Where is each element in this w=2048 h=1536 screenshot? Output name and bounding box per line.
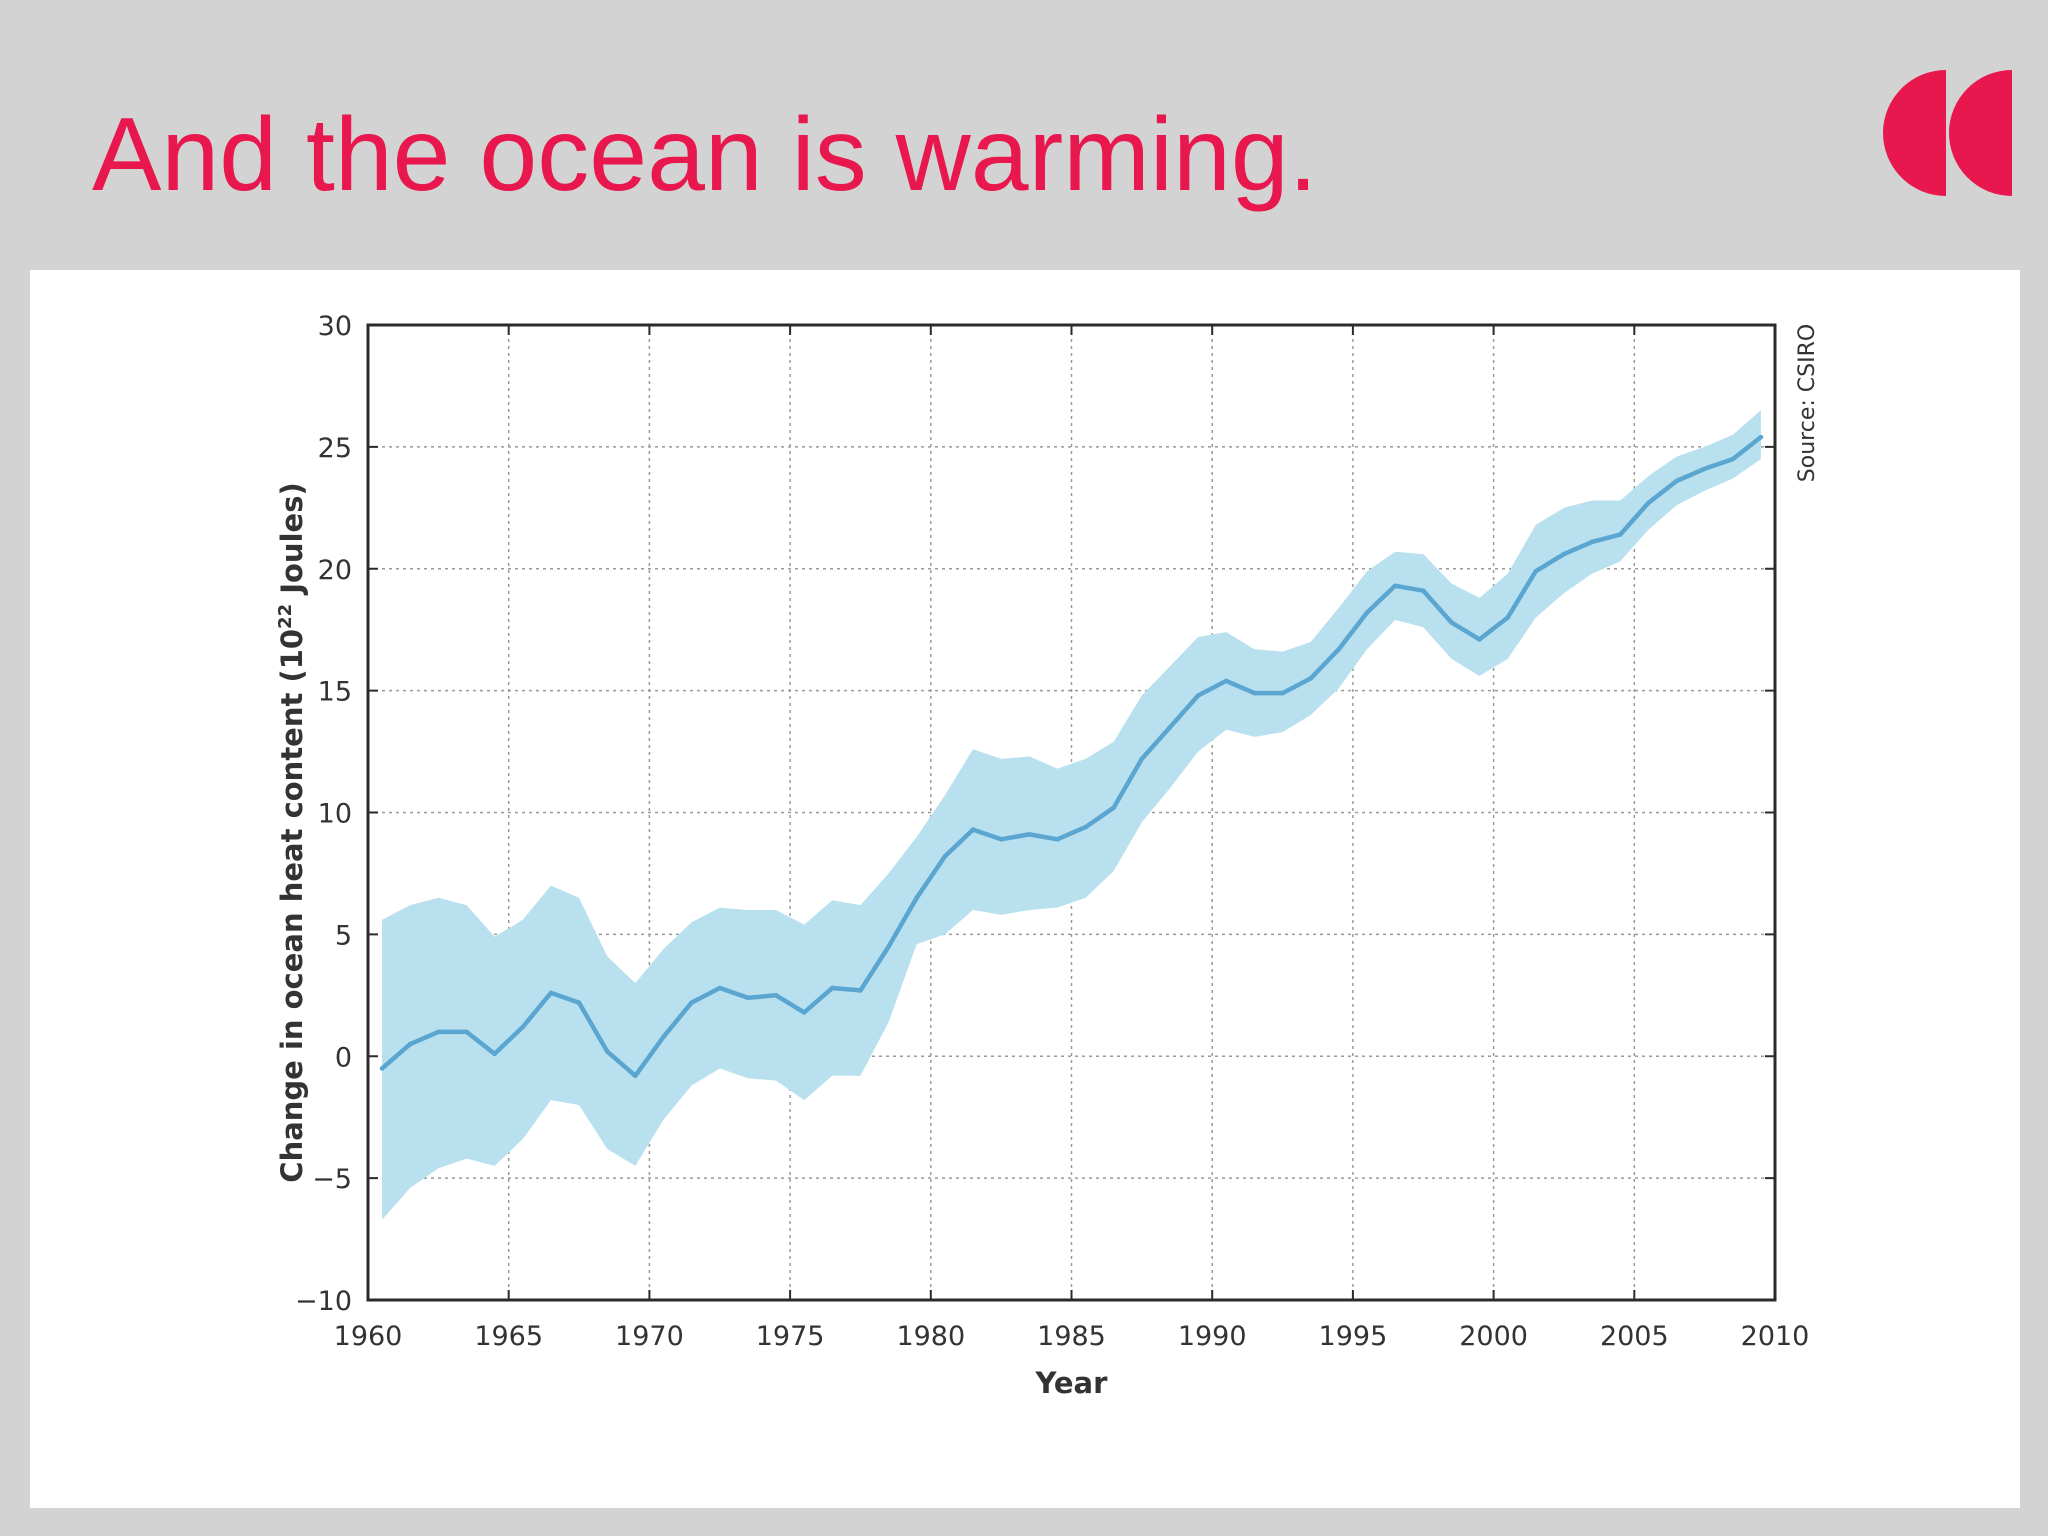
data-point — [801, 1010, 807, 1015]
data-point — [942, 854, 948, 859]
ocean-heat-chart: 1960 1965 1970 1975 1980 1985 1990 1995 2000 2005… — [275, 311, 1820, 1400]
data-point — [830, 985, 835, 991]
data-point — [1111, 805, 1117, 810]
y-axis-label: Change in ocean heat content (1022 Joule… — [275, 482, 309, 1182]
data-point — [1308, 676, 1313, 681]
data-point — [1392, 583, 1398, 589]
data-point — [998, 837, 1004, 842]
x-tick-label: 1980 — [896, 1321, 965, 1352]
axis-ticks: 1960 1965 1970 1975 1980 1985 1990 1995 2000 2005… — [295, 311, 1809, 1352]
y-tick-label: 30 — [318, 311, 352, 342]
data-point — [1223, 678, 1229, 684]
x-tick-label: 1975 — [756, 1321, 825, 1352]
data-point — [492, 1051, 497, 1057]
data-point — [689, 1000, 694, 1005]
data-point — [970, 827, 976, 832]
series-line — [380, 435, 1763, 1079]
data-point — [1646, 500, 1651, 506]
data-point — [773, 993, 779, 998]
data-point — [520, 1024, 526, 1030]
data-point — [633, 1073, 638, 1079]
data-point — [858, 988, 863, 993]
x-tick-label: 1960 — [334, 1321, 403, 1352]
data-point — [1195, 693, 1201, 698]
x-axis-label: Year — [1035, 1366, 1109, 1400]
x-tick-label: 1995 — [1319, 1321, 1388, 1352]
y-axis-label-sup: 22 — [275, 604, 296, 629]
x-tick-label: 1965 — [474, 1321, 543, 1352]
data-point — [436, 1029, 441, 1035]
data-point — [1167, 724, 1173, 730]
x-tick-label: 2000 — [1459, 1321, 1528, 1352]
data-point — [1617, 532, 1623, 537]
data-point — [464, 1029, 469, 1035]
data-point — [1449, 620, 1454, 625]
x-tick-label: 1985 — [1037, 1321, 1106, 1352]
y-tick-label: 10 — [318, 799, 352, 830]
source-label: Source: CSIRO — [1795, 324, 1820, 482]
data-point — [1252, 690, 1257, 696]
data-point — [745, 995, 751, 1001]
y-tick-label: −10 — [295, 1286, 352, 1317]
data-point — [661, 1034, 666, 1040]
data-point — [886, 944, 891, 949]
x-tick-label: 2010 — [1741, 1321, 1810, 1352]
data-point — [1702, 466, 1707, 472]
data-point — [1336, 646, 1342, 652]
data-point — [1026, 832, 1032, 837]
data-point — [576, 1000, 582, 1005]
data-point — [1364, 610, 1370, 615]
y-tick-label: 25 — [318, 433, 352, 464]
data-point — [1533, 568, 1539, 574]
data-point — [548, 990, 554, 996]
data-point — [1420, 588, 1426, 593]
y-tick-label: 15 — [318, 677, 352, 708]
x-tick-label: 1970 — [615, 1321, 684, 1352]
logo-left-c — [1883, 70, 1946, 196]
slide-title: And the ocean is warming. — [92, 97, 1318, 213]
data-point — [1505, 615, 1510, 620]
data-point — [1280, 690, 1285, 696]
x-tick-label: 2005 — [1600, 1321, 1669, 1352]
y-tick-label: −5 — [312, 1164, 352, 1195]
data-point — [1139, 756, 1145, 762]
y-tick-label: 20 — [318, 555, 352, 586]
data-point — [1589, 539, 1595, 545]
data-point — [604, 1049, 610, 1054]
logo-right-c — [1949, 70, 2012, 196]
y-axis-label-prefix: Change in ocean heat content (10 — [275, 629, 309, 1183]
chart-panel: 1960 1965 1970 1975 1980 1985 1990 1995 2000 2005… — [30, 270, 2020, 1508]
data-point — [407, 1041, 413, 1047]
data-point — [1730, 456, 1736, 462]
y-tick-label: 5 — [335, 920, 352, 951]
data-point — [717, 985, 723, 991]
data-point — [914, 895, 920, 901]
y-tick-label: 0 — [335, 1042, 352, 1073]
data-point — [1758, 434, 1764, 440]
x-tick-label: 1990 — [1178, 1321, 1247, 1352]
data-points — [379, 434, 1764, 1079]
y-axis-label-suffix: Joules) — [275, 482, 309, 604]
data-point — [1477, 637, 1482, 642]
data-point — [1561, 551, 1567, 557]
data-point — [1055, 837, 1060, 842]
data-point — [1083, 824, 1088, 830]
brand-logo-icon — [1883, 70, 2012, 196]
uncertainty-band — [382, 410, 1761, 1220]
data-point — [1674, 478, 1679, 484]
data-point — [379, 1066, 385, 1071]
